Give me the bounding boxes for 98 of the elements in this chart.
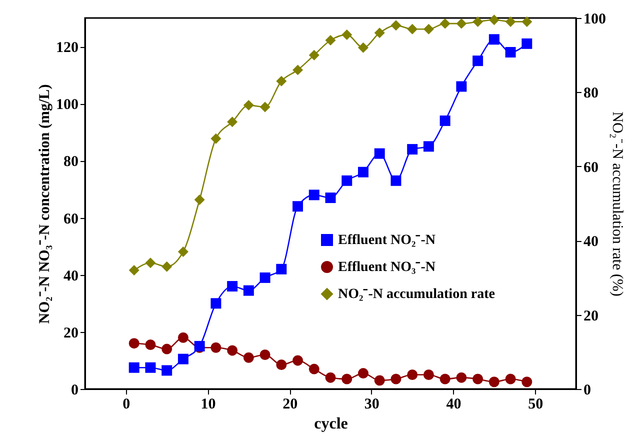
point	[456, 372, 467, 383]
point	[390, 374, 402, 384]
point	[145, 340, 156, 350]
point	[325, 192, 336, 204]
point	[162, 344, 172, 354]
point	[325, 35, 336, 46]
point	[505, 374, 516, 384]
point	[505, 16, 516, 27]
point	[145, 258, 156, 268]
point	[522, 16, 532, 27]
point	[276, 76, 287, 86]
x-tick-label: 40	[446, 396, 462, 412]
point	[260, 272, 270, 283]
point	[178, 246, 188, 257]
point	[128, 265, 140, 276]
point	[292, 64, 304, 76]
point	[407, 144, 418, 155]
point	[456, 81, 467, 92]
x-tick-label: 20	[282, 396, 298, 412]
point	[227, 281, 238, 292]
point	[505, 47, 516, 58]
y2-tick-label: 100	[584, 12, 606, 28]
point	[440, 374, 450, 384]
point	[374, 375, 385, 386]
point	[210, 342, 222, 353]
point	[243, 100, 254, 110]
legend-label: NO₂⁻-N accumulation rate	[338, 287, 495, 302]
point	[522, 376, 532, 388]
point	[342, 374, 352, 384]
point	[488, 34, 500, 45]
y2-tick-label: 0	[584, 382, 591, 398]
point	[358, 368, 368, 379]
point	[358, 42, 368, 53]
y-tick-label: 120	[56, 40, 78, 56]
point	[440, 18, 450, 29]
point	[342, 175, 352, 186]
point	[276, 360, 287, 370]
point	[358, 166, 368, 178]
point	[243, 285, 254, 296]
point	[308, 190, 320, 200]
point	[488, 376, 500, 388]
y-tick-label: 60	[64, 211, 78, 228]
point	[276, 264, 287, 274]
point	[423, 369, 434, 380]
y2-tick-label: 20	[584, 308, 598, 324]
y2-tick-label: 60	[584, 160, 598, 176]
point	[374, 148, 385, 159]
point	[178, 332, 188, 343]
point	[472, 374, 484, 384]
point	[210, 298, 222, 309]
point	[325, 372, 336, 383]
point	[145, 362, 156, 373]
y-tick-label: 80	[64, 154, 78, 170]
y2-axis-title: NO₂⁻-N accumulation rate (%)	[609, 112, 625, 296]
point	[210, 133, 222, 144]
point	[227, 345, 238, 356]
point	[178, 354, 188, 364]
point	[260, 102, 270, 112]
point	[243, 352, 254, 363]
y-tick-label: 20	[64, 325, 78, 342]
y-tick-label: 0	[71, 382, 78, 398]
point	[128, 362, 140, 373]
point	[440, 115, 450, 126]
point	[472, 16, 484, 27]
y2-tick-label: 40	[584, 234, 598, 250]
point	[423, 141, 434, 152]
point	[374, 28, 385, 38]
point	[292, 355, 304, 366]
x-tick-label: 0	[122, 396, 130, 412]
point	[162, 261, 172, 272]
y-axis-title: NO₂⁻-N NO₃⁻-N concentration (mg/L)	[37, 84, 53, 324]
point	[390, 20, 402, 31]
legend-label: Effluent NO₃⁻-N	[338, 260, 436, 275]
point	[472, 56, 484, 66]
point	[488, 14, 500, 26]
point	[227, 116, 238, 128]
point	[308, 50, 320, 60]
x-axis-title: cycle	[314, 416, 348, 432]
y-tick-label: 100	[56, 97, 78, 114]
point	[390, 175, 402, 186]
point	[162, 365, 172, 376]
x-tick-label: 30	[364, 396, 380, 412]
point	[522, 38, 532, 49]
point	[342, 29, 352, 40]
point	[407, 24, 418, 34]
point	[308, 364, 320, 374]
y2-tick-label: 80	[584, 86, 598, 102]
point	[456, 18, 467, 29]
point	[292, 201, 304, 212]
y-tick-label: 40	[64, 268, 78, 284]
point	[260, 350, 270, 360]
legend-label: Effluent NO₂⁻-N	[338, 233, 436, 248]
point	[407, 369, 418, 380]
point	[423, 24, 434, 34]
x-tick-label: 10	[200, 396, 216, 412]
point	[128, 338, 140, 349]
x-tick-label: 50	[528, 396, 544, 412]
point	[194, 194, 205, 206]
